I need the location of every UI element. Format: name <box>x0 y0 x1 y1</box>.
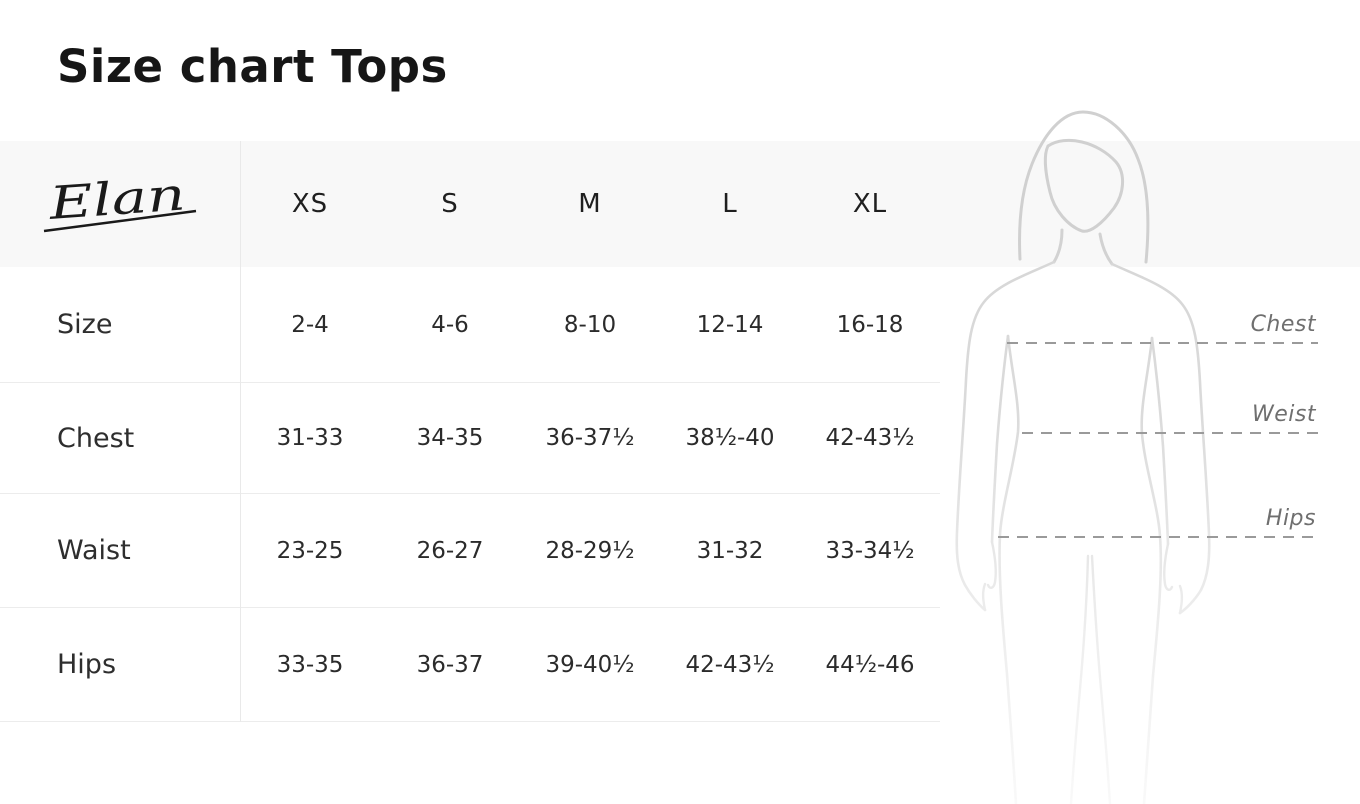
table-cell: 36-37 <box>416 651 484 678</box>
brand-logo-underline <box>43 209 197 233</box>
table-cell: 33-34½ <box>825 537 915 564</box>
table-cell: 28-29½ <box>545 537 635 564</box>
figure-right-hand <box>1163 542 1174 592</box>
figure-neck-left <box>1052 228 1064 264</box>
table-cell: 2-4 <box>291 311 329 338</box>
figure-inner-leg-right <box>1090 554 1112 804</box>
table-cell: 26-27 <box>416 537 484 564</box>
table-header-row: Elan XS S M L XL <box>0 141 1360 267</box>
figure-left-arm-outer <box>955 260 1056 612</box>
table-cell: 44½-46 <box>825 651 915 678</box>
page-title: Size chart Tops <box>57 40 448 93</box>
row-label-waist: Waist <box>57 535 131 566</box>
table-cell: 4-6 <box>431 311 469 338</box>
column-header-m: M <box>578 189 602 219</box>
row-label-hips: Hips <box>57 649 117 680</box>
table-cell: 34-35 <box>416 425 484 451</box>
figure-neck-right <box>1098 232 1114 266</box>
figure-right-arm-inner <box>1150 336 1170 546</box>
figure-right-fingers <box>1178 584 1184 615</box>
figure-right-torso <box>1140 336 1163 804</box>
table-cell: 12-14 <box>696 311 764 338</box>
table-row-chest: Chest 31-33 34-35 36-37½ 38½-40 42-43½ <box>0 383 940 494</box>
figure-right-arm-outer <box>1110 262 1211 615</box>
table-cell: 42-43½ <box>825 425 915 451</box>
column-header-l: L <box>722 189 738 219</box>
table-row-size: Size 2-4 4-6 8-10 12-14 16-18 <box>0 267 940 383</box>
figure-left-hand <box>986 540 997 590</box>
figure-left-torso <box>998 334 1020 804</box>
measure-label-waist: Weist <box>1252 402 1316 427</box>
table-cell: 38½-40 <box>685 425 775 451</box>
row-label-size: Size <box>57 309 113 340</box>
woman-body-illustration <box>955 110 1318 804</box>
table-cell: 23-25 <box>276 537 344 564</box>
table-cell: 31-32 <box>696 537 764 564</box>
measure-label-chest: Chest <box>1250 312 1316 337</box>
brand-logo: Elan <box>0 141 240 267</box>
table-cell: 33-35 <box>276 651 344 678</box>
row-label-chest: Chest <box>57 422 135 454</box>
figure-hair <box>1018 110 1150 264</box>
table-cell: 36-37½ <box>545 425 635 451</box>
figure-left-arm-inner <box>990 334 1010 544</box>
brand-logo-text: Elan <box>46 167 187 229</box>
figure-inner-leg-left <box>1069 554 1090 804</box>
table-cell: 31-33 <box>276 425 344 451</box>
figure-left-fingers <box>981 582 987 612</box>
column-header-s: S <box>441 189 459 219</box>
table-cell: 39-40½ <box>545 651 635 678</box>
brand-logo-svg: Elan <box>43 167 197 233</box>
table-cell: 16-18 <box>836 311 904 338</box>
table-row-waist: Waist 23-25 26-27 28-29½ 31-32 33-34½ <box>0 494 940 608</box>
table-cell: 42-43½ <box>685 651 775 678</box>
column-header-xl: XL <box>852 189 888 219</box>
column-header-xs: XS <box>291 189 329 219</box>
figure-face <box>1043 138 1124 233</box>
measure-label-hips: Hips <box>1265 506 1316 531</box>
table-row-hips: Hips 33-35 36-37 39-40½ 42-43½ 44½-46 <box>0 608 940 722</box>
table-vertical-divider <box>240 141 241 722</box>
table-cell: 8-10 <box>563 311 617 338</box>
size-chart-table: Elan XS S M L XL Size 2-4 4-6 8-10 12-14… <box>0 141 1360 722</box>
